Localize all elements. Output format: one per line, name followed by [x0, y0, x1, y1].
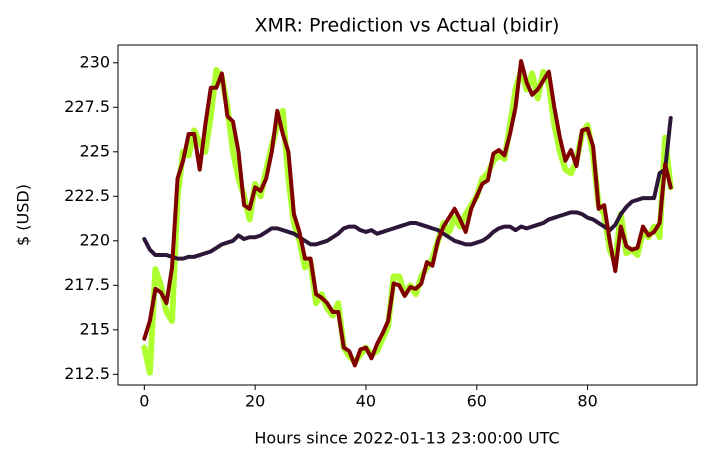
y-axis-label: $ (USD) — [14, 184, 33, 246]
series-line — [142, 115, 673, 261]
series-line — [142, 59, 673, 368]
x-tick-label: 40 — [356, 392, 376, 411]
y-tick-label: 215 — [79, 319, 110, 338]
x-tick-label: 20 — [245, 392, 265, 411]
x-tick-label: 80 — [577, 392, 597, 411]
y-tick-label: 227.5 — [64, 97, 110, 116]
series-line — [141, 66, 674, 376]
y-tick-label: 212.5 — [64, 364, 110, 383]
y-tick-label: 222.5 — [64, 186, 110, 205]
x-tick-label: 0 — [139, 392, 149, 411]
y-tick-label: 220 — [79, 230, 110, 249]
chart-title: XMR: Prediction vs Actual (bidir) — [255, 15, 560, 37]
x-tick-label: 60 — [467, 392, 487, 411]
x-axis-label: Hours since 2022-01-13 23:00:00 UTC — [254, 429, 559, 448]
y-tick-label: 225 — [79, 141, 110, 160]
plot-frame — [117, 44, 698, 386]
y-tick-label: 217.5 — [64, 275, 110, 294]
y-tick-label: 230 — [79, 52, 110, 71]
